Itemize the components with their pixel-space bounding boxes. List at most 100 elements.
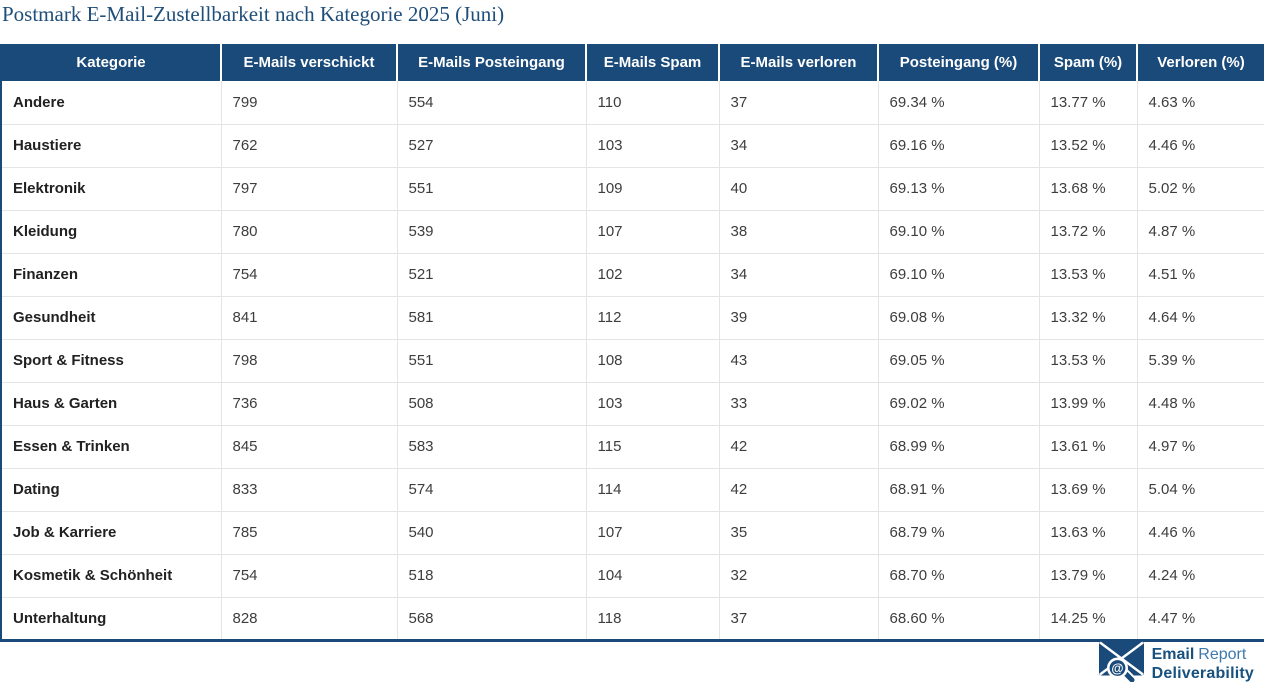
table-row: Gesundheit 841 581 112 39 69.08 % 13.32 % 4.64 … — [1, 296, 1264, 340]
column-header: Verloren (%) — [1137, 44, 1264, 81]
value-cell: 69.16 % — [878, 124, 1040, 168]
value-cell: 104 — [586, 554, 720, 598]
value-cell: 42 — [719, 425, 879, 469]
value-cell: 581 — [397, 296, 587, 340]
category-cell: Andere — [1, 81, 222, 125]
category-cell: Finanzen — [1, 253, 222, 297]
value-cell: 114 — [586, 468, 720, 512]
value-cell: 540 — [397, 511, 587, 555]
svg-text:@: @ — [1111, 661, 1123, 675]
column-header: E-Mails Posteingang — [397, 44, 587, 81]
table-row: Kleidung 780 539 107 38 69.10 % 13.72 % 4.87 % — [1, 210, 1264, 254]
value-cell: 4.46 % — [1137, 511, 1264, 555]
value-cell: 518 — [397, 554, 587, 598]
value-cell: 115 — [586, 425, 720, 469]
value-cell: 69.13 % — [878, 167, 1040, 211]
value-cell: 13.68 % — [1039, 167, 1138, 211]
value-cell: 4.46 % — [1137, 124, 1264, 168]
value-cell: 4.24 % — [1137, 554, 1264, 598]
category-cell: Gesundheit — [1, 296, 222, 340]
value-cell: 68.79 % — [878, 511, 1040, 555]
value-cell: 14.25 % — [1039, 597, 1138, 641]
value-cell: 13.69 % — [1039, 468, 1138, 512]
value-cell: 845 — [221, 425, 398, 469]
value-cell: 780 — [221, 210, 398, 254]
category-cell: Dating — [1, 468, 222, 512]
category-cell: Elektronik — [1, 167, 222, 211]
value-cell: 107 — [586, 210, 720, 254]
value-cell: 13.79 % — [1039, 554, 1138, 598]
column-header: Posteingang (%) — [878, 44, 1040, 81]
value-cell: 4.51 % — [1137, 253, 1264, 297]
value-cell: 13.53 % — [1039, 253, 1138, 297]
table-row: Elektronik 797 551 109 40 69.13 % 13.68 % 5.02 … — [1, 167, 1264, 211]
value-cell: 118 — [586, 597, 720, 641]
value-cell: 103 — [586, 124, 720, 168]
column-header: E-Mails verloren — [719, 44, 879, 81]
column-header: E-Mails verschickt — [221, 44, 398, 81]
table-row: Dating 833 574 114 42 68.91 % 13.69 % 5.04 % — [1, 468, 1264, 512]
value-cell: 762 — [221, 124, 398, 168]
deliverability-table: Kategorie E-Mails verschickt E-Mails Poste… — [0, 44, 1264, 642]
value-cell: 583 — [397, 425, 587, 469]
category-cell: Job & Karriere — [1, 511, 222, 555]
column-header: E-Mails Spam — [586, 44, 720, 81]
value-cell: 69.05 % — [878, 339, 1040, 383]
category-cell: Kleidung — [1, 210, 222, 254]
value-cell: 69.08 % — [878, 296, 1040, 340]
value-cell: 43 — [719, 339, 879, 383]
value-cell: 828 — [221, 597, 398, 641]
column-header: Kategorie — [1, 44, 222, 81]
envelope-magnifier-at-icon: @ — [1098, 641, 1145, 687]
value-cell: 521 — [397, 253, 587, 297]
value-cell: 40 — [719, 167, 879, 211]
value-cell: 103 — [586, 382, 720, 426]
brand-word-deliverability: Deliverability — [1151, 665, 1254, 682]
value-cell: 798 — [221, 339, 398, 383]
value-cell: 107 — [586, 511, 720, 555]
value-cell: 34 — [719, 124, 879, 168]
table-row: Job & Karriere 785 540 107 35 68.79 % 13.63 % 4… — [1, 511, 1264, 555]
brand-word-report: Report — [1198, 646, 1247, 663]
value-cell: 33 — [719, 382, 879, 426]
value-cell: 13.99 % — [1039, 382, 1138, 426]
value-cell: 799 — [221, 81, 398, 125]
page-title: Postmark E-Mail-Zustellbarkeit nach Kate… — [2, 2, 505, 26]
value-cell: 551 — [397, 339, 587, 383]
value-cell: 574 — [397, 468, 587, 512]
value-cell: 69.10 % — [878, 253, 1040, 297]
value-cell: 833 — [221, 468, 398, 512]
value-cell: 568 — [397, 597, 587, 641]
table-row: Haus & Garten 736 508 103 33 69.02 % 13.99 % 4.… — [1, 382, 1264, 426]
value-cell: 5.39 % — [1137, 339, 1264, 383]
value-cell: 13.52 % — [1039, 124, 1138, 168]
value-cell: 13.53 % — [1039, 339, 1138, 383]
table-row: Kosmetik & Schönheit 754 518 104 32 68.70 % 13… — [1, 554, 1264, 598]
value-cell: 69.02 % — [878, 382, 1040, 426]
brand-logo: @ Email Report Deliverability — [1098, 641, 1254, 687]
table-header: Kategorie E-Mails verschickt E-Mails Poste… — [1, 44, 1264, 81]
value-cell: 5.04 % — [1137, 468, 1264, 512]
value-cell: 112 — [586, 296, 720, 340]
value-cell: 68.99 % — [878, 425, 1040, 469]
table-row: Unterhaltung 828 568 118 37 68.60 % 14.25 % 4.4… — [1, 597, 1264, 641]
value-cell: 508 — [397, 382, 587, 426]
value-cell: 4.64 % — [1137, 296, 1264, 340]
value-cell: 5.02 % — [1137, 167, 1264, 211]
brand-word-email: Email — [1151, 646, 1195, 663]
value-cell: 785 — [221, 511, 398, 555]
value-cell: 841 — [221, 296, 398, 340]
value-cell: 736 — [221, 382, 398, 426]
value-cell: 4.47 % — [1137, 597, 1264, 641]
value-cell: 68.91 % — [878, 468, 1040, 512]
table-body: Andere 799 554 110 37 69.34 % 13.77 % 4.63 % Hau… — [1, 81, 1264, 641]
value-cell: 527 — [397, 124, 587, 168]
value-cell: 110 — [586, 81, 720, 125]
value-cell: 68.60 % — [878, 597, 1040, 641]
value-cell: 39 — [719, 296, 879, 340]
value-cell: 32 — [719, 554, 879, 598]
table-header-row: Kategorie E-Mails verschickt E-Mails Poste… — [1, 44, 1264, 81]
value-cell: 13.32 % — [1039, 296, 1138, 340]
value-cell: 539 — [397, 210, 587, 254]
table-row: Essen & Trinken 845 583 115 42 68.99 % 13.61 %… — [1, 425, 1264, 469]
